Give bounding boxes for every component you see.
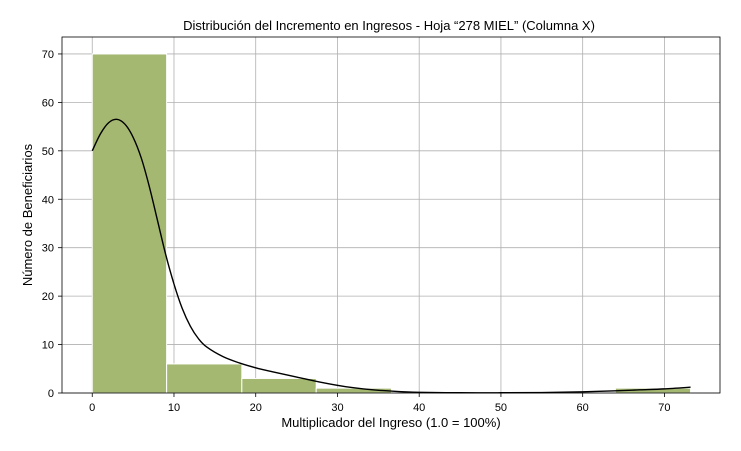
x-tick-label: 0 [89,402,95,414]
x-tick-label: 20 [250,402,262,414]
y-tick-label: 40 [42,194,54,206]
histogram-bar [91,53,168,394]
x-ticks: 0 10 20 30 40 50 60 70 [89,393,671,414]
bars [91,53,692,394]
grid [62,37,720,394]
x-tick-label: 50 [495,402,507,414]
y-ticks: 0 10 20 30 40 50 60 70 [42,49,62,400]
x-tick-label: 60 [577,402,589,414]
y-tick-label: 30 [42,243,54,255]
y-axis-label: Número de Beneficiarios [20,143,35,286]
kde-curve-group [91,118,691,394]
y-tick-label: 20 [42,291,54,303]
y-tick-label: 60 [42,97,54,109]
y-tick-label: 0 [48,388,54,400]
kde-curve [91,118,691,394]
x-tick-label: 10 [168,402,180,414]
x-tick-label: 40 [413,402,425,414]
plot-frame [61,36,721,394]
histogram-bar [241,377,317,394]
y-tick-label: 50 [42,146,54,158]
x-tick-label: 30 [331,402,343,414]
histogram-bar [166,363,243,394]
y-tick-label: 70 [42,49,54,61]
x-tick-label: 70 [658,402,670,414]
x-axis-label: Multiplicador del Ingreso (1.0 = 100%) [281,415,500,430]
chart-title: Distribución del Incremento en Ingresos … [183,18,595,33]
y-tick-label: 10 [42,340,54,352]
